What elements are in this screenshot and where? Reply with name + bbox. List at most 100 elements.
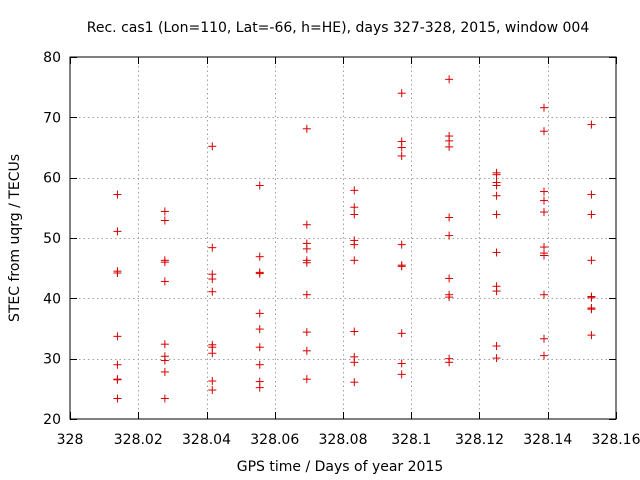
data-point bbox=[302, 220, 311, 229]
data-point bbox=[302, 328, 311, 337]
data-point bbox=[255, 309, 264, 318]
data-point bbox=[539, 351, 548, 360]
data-point bbox=[208, 349, 217, 358]
data-point bbox=[445, 213, 454, 222]
data-points bbox=[113, 75, 596, 403]
data-point bbox=[208, 386, 217, 395]
data-point bbox=[397, 89, 406, 98]
data-point bbox=[397, 370, 406, 379]
x-tick-labels: 328 328.02 328.04 328.06 328.08 328.1 328.12 32… bbox=[57, 432, 640, 448]
data-point bbox=[445, 142, 454, 151]
grid-lines bbox=[70, 57, 616, 419]
y-tick-labels: 20 30 40 50 60 70 80 bbox=[43, 50, 61, 428]
x-tick-label: 328.04 bbox=[182, 432, 231, 448]
data-point bbox=[492, 248, 501, 257]
data-point bbox=[302, 244, 311, 253]
data-point bbox=[302, 375, 311, 384]
y-tick-label: 70 bbox=[43, 110, 61, 126]
x-tick-label: 328.14 bbox=[523, 432, 572, 448]
data-point bbox=[492, 287, 501, 296]
data-point bbox=[492, 341, 501, 350]
data-point bbox=[539, 251, 548, 260]
data-point bbox=[397, 240, 406, 249]
data-point bbox=[492, 170, 501, 179]
data-point bbox=[350, 203, 359, 212]
x-tick-label: 328 bbox=[57, 432, 84, 448]
data-point bbox=[445, 274, 454, 283]
data-point bbox=[445, 75, 454, 84]
data-point bbox=[492, 181, 501, 190]
y-tick-label: 40 bbox=[43, 291, 61, 307]
data-point bbox=[350, 358, 359, 367]
x-tick-label: 328.1 bbox=[391, 432, 431, 448]
data-point bbox=[587, 331, 596, 340]
data-point bbox=[492, 210, 501, 219]
y-axis-label: STEC from uqrg / TECUs bbox=[7, 154, 23, 322]
data-point bbox=[208, 275, 217, 284]
data-point bbox=[445, 231, 454, 240]
data-point bbox=[113, 268, 122, 277]
data-point bbox=[160, 216, 169, 225]
data-point bbox=[539, 290, 548, 299]
data-point bbox=[539, 196, 548, 205]
data-point bbox=[397, 151, 406, 160]
data-point bbox=[208, 287, 217, 296]
data-point bbox=[350, 378, 359, 387]
data-point bbox=[492, 191, 501, 200]
y-tick-label: 20 bbox=[43, 412, 61, 428]
x-tick-label: 328.06 bbox=[250, 432, 299, 448]
data-point bbox=[397, 143, 406, 152]
data-point bbox=[113, 227, 122, 236]
y-tick-label: 60 bbox=[43, 171, 61, 187]
data-point bbox=[160, 277, 169, 286]
data-point bbox=[350, 186, 359, 195]
data-point bbox=[160, 258, 169, 267]
data-point bbox=[160, 394, 169, 403]
data-point bbox=[350, 256, 359, 265]
x-tick-label: 328.08 bbox=[319, 432, 368, 448]
data-point bbox=[587, 190, 596, 199]
data-point bbox=[539, 127, 548, 136]
data-point bbox=[302, 290, 311, 299]
data-point bbox=[255, 181, 264, 190]
data-point bbox=[113, 375, 122, 384]
data-point bbox=[587, 256, 596, 265]
data-point bbox=[255, 325, 264, 334]
y-tick-label: 50 bbox=[43, 231, 61, 247]
data-point bbox=[208, 376, 217, 385]
data-point bbox=[539, 208, 548, 217]
data-point bbox=[160, 340, 169, 349]
data-point bbox=[160, 367, 169, 376]
x-tick-label: 328.02 bbox=[114, 432, 163, 448]
x-tick-label: 328.12 bbox=[455, 432, 504, 448]
data-point bbox=[397, 262, 406, 271]
chart-title: Rec. cas1 (Lon=110, Lat=-66, h=HE), days… bbox=[87, 20, 590, 36]
data-point bbox=[208, 142, 217, 151]
data-point bbox=[350, 327, 359, 336]
data-point bbox=[302, 258, 311, 267]
data-point bbox=[350, 240, 359, 249]
x-tick-label: 328.16 bbox=[592, 432, 640, 448]
data-point bbox=[445, 293, 454, 302]
data-point bbox=[255, 360, 264, 369]
data-point bbox=[302, 124, 311, 133]
data-point bbox=[539, 103, 548, 112]
data-point bbox=[539, 334, 548, 343]
data-point bbox=[160, 207, 169, 216]
data-point bbox=[587, 120, 596, 129]
data-point bbox=[160, 356, 169, 365]
data-point bbox=[445, 358, 454, 367]
data-point bbox=[302, 346, 311, 355]
y-tick-label: 80 bbox=[43, 50, 61, 66]
x-axis-label: GPS time / Days of year 2015 bbox=[237, 459, 444, 475]
data-point bbox=[113, 360, 122, 369]
data-point bbox=[255, 269, 264, 278]
data-point bbox=[113, 394, 122, 403]
axis-ticks bbox=[70, 57, 617, 420]
data-point bbox=[113, 190, 122, 199]
data-point bbox=[350, 210, 359, 219]
data-point bbox=[255, 343, 264, 352]
data-point bbox=[539, 187, 548, 196]
data-point bbox=[255, 383, 264, 392]
